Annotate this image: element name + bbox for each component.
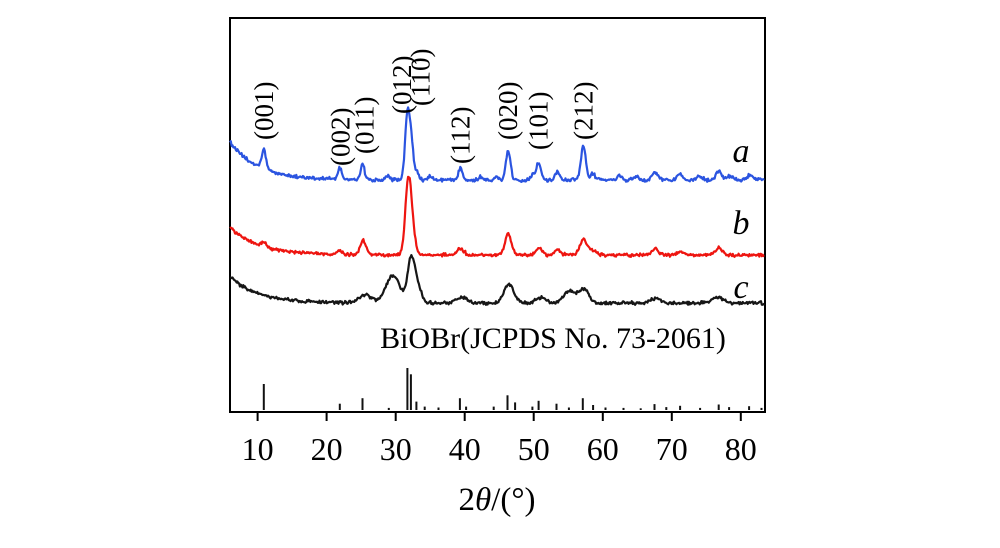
- xrd-curve-b: [229, 175, 765, 258]
- reference-sticks-layer: [262, 368, 763, 410]
- x-tick-label-50: 50: [518, 431, 550, 467]
- miller-labels-layer: (001) (002)(011)(012)(110) (112) (020) (101)…: [249, 49, 599, 166]
- miller-label-101: (101): [524, 92, 554, 150]
- x-tick-label-70: 70: [656, 431, 688, 467]
- xrd-curve-c: [229, 254, 765, 306]
- series-c-label: c: [733, 269, 748, 306]
- miller-label-011: (011): [350, 97, 380, 154]
- x-tick-label-40: 40: [449, 431, 481, 467]
- miller-label-012: (012): [387, 56, 417, 114]
- x-tick-label-80: 80: [725, 431, 757, 467]
- x-tick-label-30: 30: [380, 431, 412, 467]
- x-tick-label-20: 20: [311, 431, 343, 467]
- miller-label-112: (112): [446, 107, 476, 164]
- curves-layer: [229, 106, 765, 306]
- miller-label-212: (212): [568, 82, 598, 140]
- series-a-label: a: [733, 133, 750, 170]
- miller-label-002: (002): [325, 108, 355, 166]
- xrd-curve-a: [229, 106, 765, 183]
- reference-caption: BiOBr(JCPDS No. 73-2061): [380, 322, 726, 355]
- plot-border: [229, 17, 766, 413]
- x-axis-ticks-layer: 10 20 30 40 50 60 70 80: [242, 412, 757, 467]
- miller-label-110: (110): [406, 49, 436, 106]
- miller-label-001: (001): [249, 82, 279, 140]
- series-b-label: b: [733, 205, 750, 242]
- miller-label-020: (020): [493, 82, 523, 140]
- x-axis-title: 2θ/(°): [458, 482, 535, 518]
- x-tick-label-60: 60: [587, 431, 619, 467]
- x-tick-label-10: 10: [242, 431, 274, 467]
